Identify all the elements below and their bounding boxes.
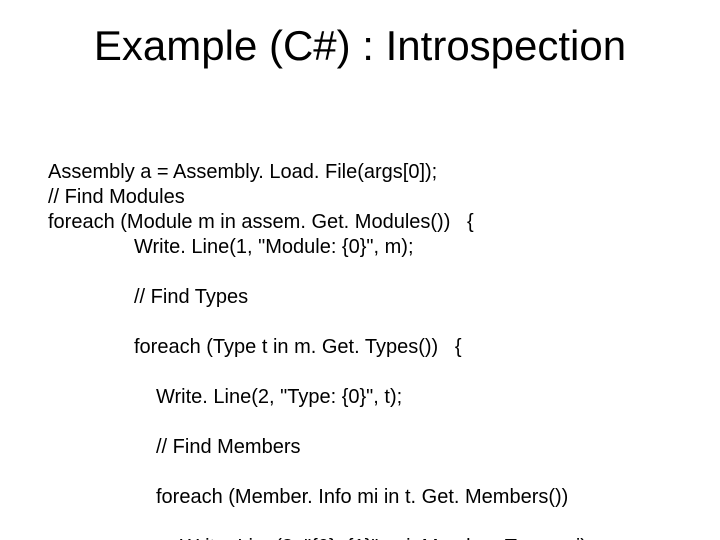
code-line: Write. Line(2, "Type: {0}", t); xyxy=(48,385,593,410)
code-line: Assembly a = Assembly. Load. File(args[0… xyxy=(48,161,437,183)
code-line: // Find Members xyxy=(48,435,593,460)
slide-title: Example (C#) : Introspection xyxy=(0,22,720,70)
code-line: foreach (Module m in assem. Get. Modules… xyxy=(48,211,474,233)
code-line: Write. Line(1, "Module: {0}", m); xyxy=(48,235,593,260)
code-line: // Find Types xyxy=(48,285,593,310)
code-block: Assembly a = Assembly. Load. File(args[0… xyxy=(48,135,593,540)
slide: Example (C#) : Introspection Assembly a … xyxy=(0,0,720,540)
code-line: foreach (Member. Info mi in t. Get. Memb… xyxy=(48,485,593,510)
code-line: // Find Modules xyxy=(48,186,185,208)
code-line: Write. Line(3, "{0}: {1}", mi. Member. T… xyxy=(48,535,593,540)
code-line: foreach (Type t in m. Get. Types()) { xyxy=(48,335,593,360)
